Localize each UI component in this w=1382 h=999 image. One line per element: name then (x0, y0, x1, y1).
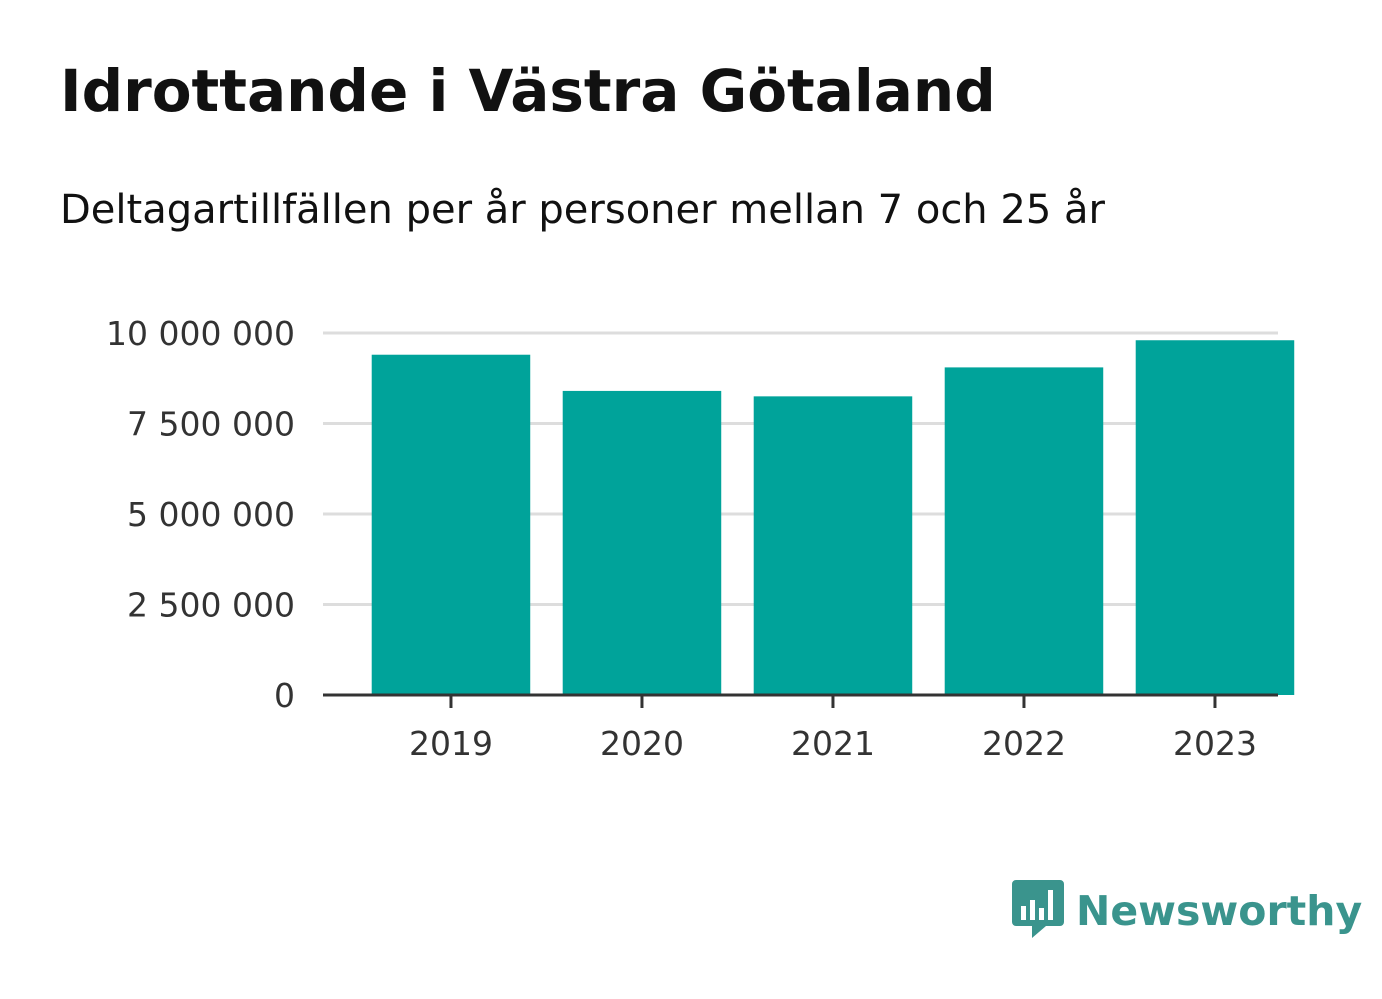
bar-2021 (753, 396, 913, 695)
y-tick-label: 5 000 000 (127, 495, 295, 534)
y-tick-label: 10 000 000 (106, 314, 295, 353)
bar-2023 (1135, 340, 1295, 695)
logo-text: Newsworthy (1076, 887, 1363, 935)
bars (371, 340, 1295, 695)
bar-2020 (562, 390, 722, 695)
axes: 0 2 500 000 5 000 000 7 500 000 10 000 000 20… (106, 314, 1278, 763)
x-tick-label: 2023 (1173, 724, 1257, 763)
x-tick-label: 2022 (982, 724, 1066, 763)
x-tick-label: 2019 (409, 724, 493, 763)
bar-2022 (944, 367, 1104, 695)
x-tick-label: 2020 (600, 724, 684, 763)
newsworthy-logo: Newsworthy (1010, 878, 1362, 944)
bar-chart-speech-bubble-icon (1010, 878, 1066, 944)
bar-2019 (371, 354, 531, 695)
y-tick-label: 7 500 000 (127, 405, 295, 444)
y-tick-label: 2 500 000 (127, 586, 295, 625)
x-tick-label: 2021 (791, 724, 875, 763)
chart-subtitle: Deltagartillfällen per år personer mella… (60, 187, 1105, 233)
y-tick-label: 0 (274, 676, 295, 715)
chart-title: Idrottande i Västra Götaland (60, 57, 996, 125)
